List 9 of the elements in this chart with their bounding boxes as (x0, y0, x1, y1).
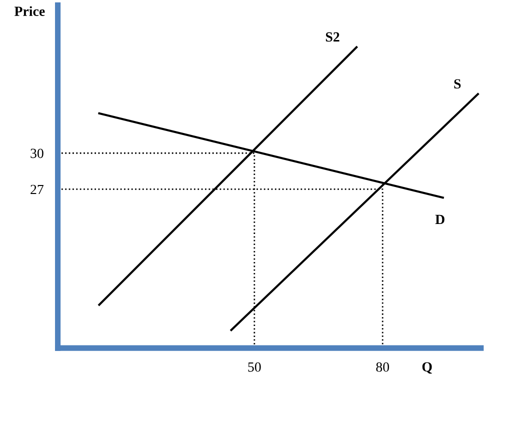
y-axis-title: Price (14, 6, 45, 16)
y-tick-label: 30 (30, 148, 44, 158)
x-tick-label: 80 (376, 362, 390, 372)
x-tick-label: 50 (248, 362, 261, 372)
series-label: S2 (326, 32, 340, 42)
series-label: S (454, 79, 461, 89)
series-label: D (435, 214, 444, 224)
x-axis-title: Q (422, 362, 432, 374)
y-tick-label: 27 (30, 184, 44, 194)
